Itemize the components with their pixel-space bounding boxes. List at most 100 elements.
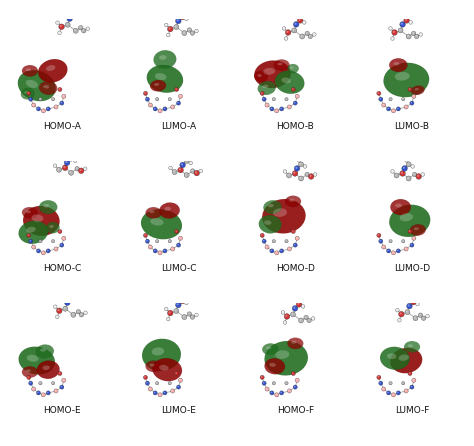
Circle shape: [292, 29, 294, 31]
Circle shape: [79, 26, 81, 28]
Circle shape: [70, 9, 73, 12]
Circle shape: [178, 94, 182, 98]
Circle shape: [67, 16, 73, 21]
Circle shape: [146, 239, 149, 243]
Circle shape: [63, 379, 64, 380]
Circle shape: [410, 296, 413, 300]
Circle shape: [412, 236, 416, 240]
Circle shape: [68, 153, 69, 155]
Circle shape: [260, 375, 264, 380]
Circle shape: [390, 382, 391, 384]
Ellipse shape: [18, 347, 55, 375]
Circle shape: [54, 247, 58, 251]
Ellipse shape: [266, 347, 271, 349]
Circle shape: [285, 315, 287, 317]
Text: LUMO-A: LUMO-A: [161, 123, 196, 132]
Ellipse shape: [383, 63, 429, 97]
Circle shape: [190, 315, 195, 319]
Circle shape: [392, 109, 395, 113]
Circle shape: [417, 303, 418, 305]
Ellipse shape: [150, 218, 164, 226]
Circle shape: [37, 250, 39, 251]
Circle shape: [170, 167, 171, 168]
Circle shape: [292, 230, 293, 232]
Circle shape: [292, 28, 297, 33]
Circle shape: [297, 303, 300, 305]
Circle shape: [401, 172, 403, 174]
Circle shape: [402, 240, 403, 241]
Circle shape: [52, 382, 54, 384]
Ellipse shape: [26, 211, 31, 213]
Circle shape: [73, 159, 77, 162]
Circle shape: [175, 302, 181, 308]
Circle shape: [175, 88, 177, 90]
Circle shape: [410, 299, 416, 305]
Circle shape: [77, 16, 78, 17]
Circle shape: [389, 381, 392, 385]
Circle shape: [411, 31, 416, 36]
Circle shape: [292, 171, 298, 176]
Circle shape: [283, 27, 284, 29]
Ellipse shape: [277, 62, 283, 66]
Circle shape: [65, 161, 67, 163]
Circle shape: [296, 95, 298, 97]
Ellipse shape: [269, 363, 276, 367]
Ellipse shape: [39, 200, 57, 214]
Circle shape: [64, 166, 65, 168]
Circle shape: [179, 295, 182, 299]
Ellipse shape: [46, 65, 55, 71]
Ellipse shape: [258, 81, 276, 95]
Ellipse shape: [390, 199, 411, 215]
Circle shape: [281, 310, 285, 314]
Ellipse shape: [26, 80, 38, 88]
Circle shape: [87, 28, 88, 29]
Circle shape: [417, 175, 419, 177]
Circle shape: [56, 22, 58, 23]
Circle shape: [416, 173, 421, 179]
Ellipse shape: [154, 50, 176, 69]
Circle shape: [169, 27, 171, 29]
Circle shape: [282, 311, 283, 313]
Circle shape: [191, 169, 195, 173]
Ellipse shape: [389, 205, 430, 237]
Circle shape: [195, 29, 198, 33]
Circle shape: [27, 375, 31, 380]
Ellipse shape: [287, 64, 299, 73]
Circle shape: [175, 25, 177, 27]
Circle shape: [386, 249, 391, 253]
Circle shape: [179, 379, 181, 380]
Circle shape: [164, 250, 165, 251]
Circle shape: [379, 381, 383, 385]
Circle shape: [159, 252, 160, 253]
Circle shape: [28, 239, 33, 243]
Circle shape: [159, 394, 160, 395]
Ellipse shape: [408, 344, 413, 347]
Ellipse shape: [264, 200, 282, 214]
Circle shape: [54, 305, 57, 309]
Circle shape: [400, 313, 402, 314]
Circle shape: [79, 25, 83, 30]
Ellipse shape: [395, 72, 410, 81]
Circle shape: [148, 387, 153, 391]
Circle shape: [41, 109, 46, 113]
Circle shape: [405, 159, 409, 162]
Circle shape: [72, 13, 74, 15]
Circle shape: [158, 393, 162, 397]
Circle shape: [304, 315, 308, 320]
Circle shape: [403, 15, 405, 17]
Circle shape: [297, 159, 301, 162]
Circle shape: [294, 165, 300, 171]
Circle shape: [293, 243, 297, 247]
Circle shape: [414, 34, 419, 39]
Circle shape: [296, 379, 298, 380]
Circle shape: [392, 393, 395, 397]
Circle shape: [183, 155, 186, 159]
Circle shape: [285, 240, 288, 243]
Circle shape: [77, 310, 79, 312]
Circle shape: [74, 300, 76, 301]
Circle shape: [58, 87, 62, 91]
Circle shape: [60, 243, 64, 247]
Circle shape: [285, 240, 287, 241]
Circle shape: [284, 37, 288, 40]
Circle shape: [300, 163, 301, 165]
